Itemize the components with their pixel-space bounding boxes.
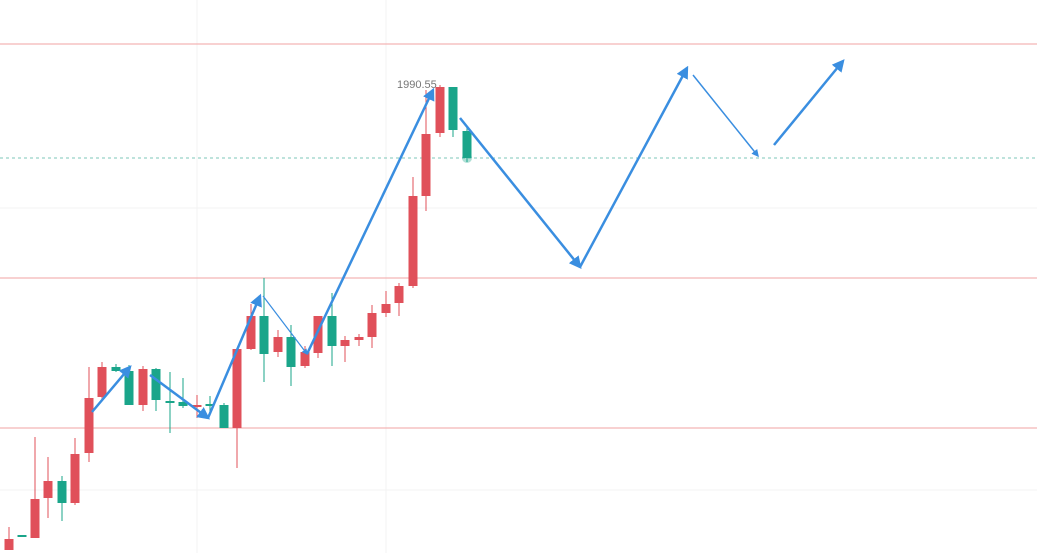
trend-arrow <box>459 117 582 269</box>
candle-body <box>232 349 242 428</box>
trend-arrow <box>206 293 262 419</box>
trend-arrow <box>262 295 308 355</box>
candle-body <box>381 304 391 313</box>
candle-body <box>4 539 14 550</box>
trend-arrows <box>91 59 845 420</box>
trend-arrow <box>91 365 132 413</box>
candle-body <box>448 87 458 130</box>
candle-body <box>286 337 296 367</box>
trend-arrow <box>305 87 435 355</box>
candle-body <box>165 401 175 403</box>
price-label: 1990.55 <box>397 79 437 91</box>
candle-body <box>138 369 148 405</box>
price-marker <box>462 153 472 163</box>
trend-arrow <box>692 74 759 158</box>
level-lines <box>0 43 1037 429</box>
candle-body <box>192 405 202 407</box>
candle-body <box>408 196 418 286</box>
candle-body <box>462 131 472 158</box>
trend-arrow <box>773 59 845 146</box>
candle-body <box>84 398 94 453</box>
candle-body <box>394 286 404 303</box>
candle-body <box>70 454 80 503</box>
candle-body <box>57 481 67 503</box>
candle-body <box>205 404 215 406</box>
candle-body <box>327 316 337 346</box>
trend-arrow <box>149 373 211 420</box>
candles <box>4 85 472 550</box>
candle-body <box>178 402 188 406</box>
trend-arrow <box>578 65 689 268</box>
candle-body <box>111 367 121 371</box>
candle-body <box>300 352 310 366</box>
candle-body <box>354 337 364 340</box>
candle-body <box>151 369 161 400</box>
candle-body <box>367 313 377 337</box>
candle-body <box>421 134 431 196</box>
candle-body <box>124 371 134 405</box>
candle-body <box>259 316 269 354</box>
candle-body <box>435 87 445 133</box>
candle-body <box>43 481 53 498</box>
candle-body <box>30 499 40 538</box>
candle-body <box>340 340 350 346</box>
candle-body <box>246 316 256 349</box>
candle-body <box>313 316 323 353</box>
candle-body <box>219 405 229 428</box>
candle-body <box>273 337 283 352</box>
candle-body <box>17 535 27 537</box>
candle-body <box>97 367 107 397</box>
